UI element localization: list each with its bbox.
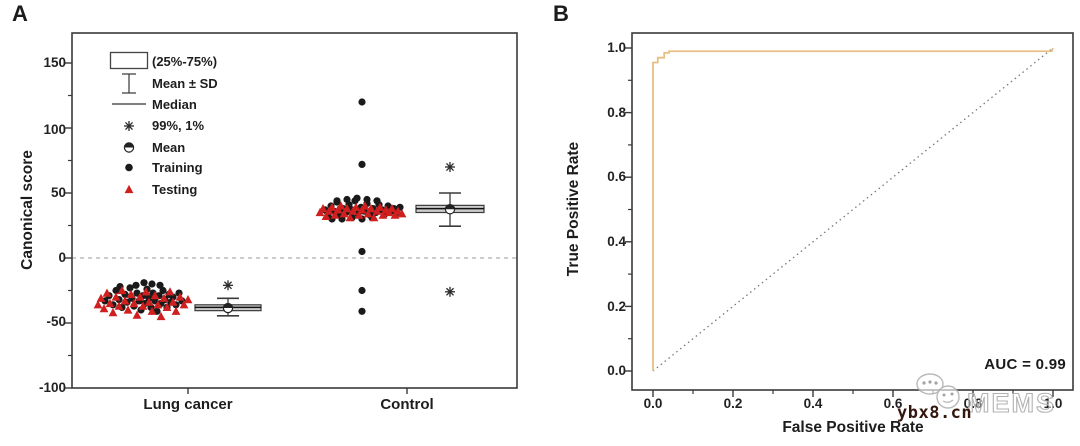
panel-a-marks — [65, 32, 518, 394]
legend-label-box: (25%-75%) — [152, 54, 218, 69]
x-tick-label: 0.6 — [883, 396, 903, 411]
watermark: MEMS — [916, 373, 1056, 419]
panel-b-x-axis-title: False Positive Rate — [782, 419, 924, 436]
y-tick-label: -100 — [38, 380, 66, 395]
legend-label-percentile: 99%, 1% — [152, 118, 205, 133]
y-tick-label: 1.0 — [607, 40, 626, 55]
legend-icons — [109, 51, 149, 194]
y-tick-label: -50 — [46, 314, 66, 329]
legend-label-training: Training — [152, 160, 203, 175]
panel-b-letter: B — [553, 1, 569, 26]
legend-label-median: Median — [152, 97, 197, 112]
y-tick-label: 0.0 — [607, 363, 626, 378]
auc-annotation: AUC = 0.99 — [984, 356, 1066, 373]
legend-label-testing: Testing — [152, 182, 198, 197]
y-tick-label: 0.8 — [607, 105, 626, 120]
x-tick-label: 0.4 — [803, 396, 823, 411]
series-testing — [93, 201, 407, 321]
panel-b-marks — [625, 32, 1074, 397]
y-tick-label: 100 — [43, 122, 66, 137]
series-chance-line — [652, 47, 1054, 372]
box-plot-control — [415, 162, 485, 297]
series-roc-curve — [652, 47, 1054, 371]
x-tick-label: 0.2 — [723, 396, 743, 411]
x-tick-label: 1.0 — [1043, 396, 1063, 411]
y-tick-label: 0.4 — [607, 234, 626, 249]
category-label-lung-cancer: Lung cancer — [143, 396, 233, 413]
y-tick-label: 150 — [43, 55, 66, 70]
panel-b-y-axis-title: True Positive Rate — [565, 141, 582, 277]
panel-a-letter: A — [12, 1, 28, 26]
box-plot-lung-cancer — [194, 280, 262, 317]
category-label-control: Control — [380, 396, 434, 413]
y-tick-label: 0.6 — [607, 169, 626, 184]
series-training — [101, 98, 404, 315]
x-tick-label: 0.8 — [963, 396, 983, 411]
y-tick-label: 0 — [58, 250, 66, 265]
watermark-site-text: ybx8.cn — [897, 403, 973, 423]
y-tick-label: 0.2 — [607, 299, 626, 314]
mems-logo-icon — [916, 373, 960, 409]
legend-label-mean: Mean — [152, 140, 186, 155]
x-tick-label: 0.0 — [643, 396, 663, 411]
y-tick-label: 50 — [50, 185, 66, 200]
watermark-brand-text: MEMS — [967, 388, 1056, 418]
legend-label-mean-sd: Mean ± SD — [152, 76, 218, 91]
